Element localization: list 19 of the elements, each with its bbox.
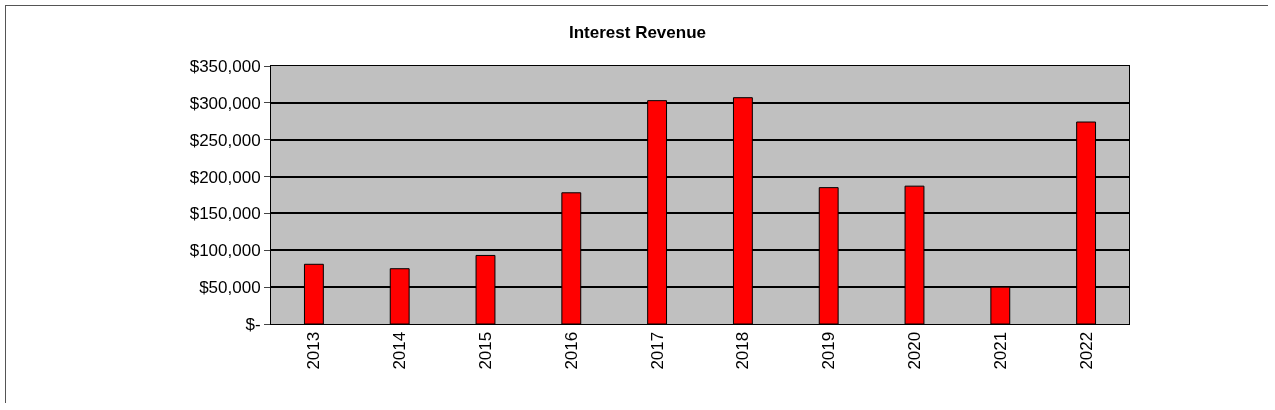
y-tick-label: $200,000 (189, 167, 261, 187)
y-tick-label: $50,000 (199, 278, 261, 298)
x-tick-label: 2022 (1076, 331, 1096, 370)
x-tick-label: 2014 (390, 331, 410, 370)
y-tick-label: $100,000 (189, 241, 261, 261)
y-tick-label: $150,000 (189, 204, 261, 224)
y-tick-label: $350,000 (189, 56, 261, 76)
x-tick-label: 2016 (561, 331, 581, 370)
y-tick-label: $250,000 (189, 130, 261, 150)
x-tick-label: 2020 (905, 331, 925, 370)
x-tick-label: 2018 (733, 331, 753, 370)
y-tick-label: $300,000 (189, 93, 261, 113)
chart-title: Interest Revenue (569, 22, 706, 42)
x-tick-label: 2019 (819, 331, 839, 370)
x-tick-label: 2015 (476, 331, 496, 370)
x-tick-label: 2017 (647, 331, 667, 370)
y-tick-label: $- (245, 314, 261, 334)
x-tick-label: 2021 (990, 331, 1010, 370)
x-tick-label: 2013 (304, 331, 324, 370)
